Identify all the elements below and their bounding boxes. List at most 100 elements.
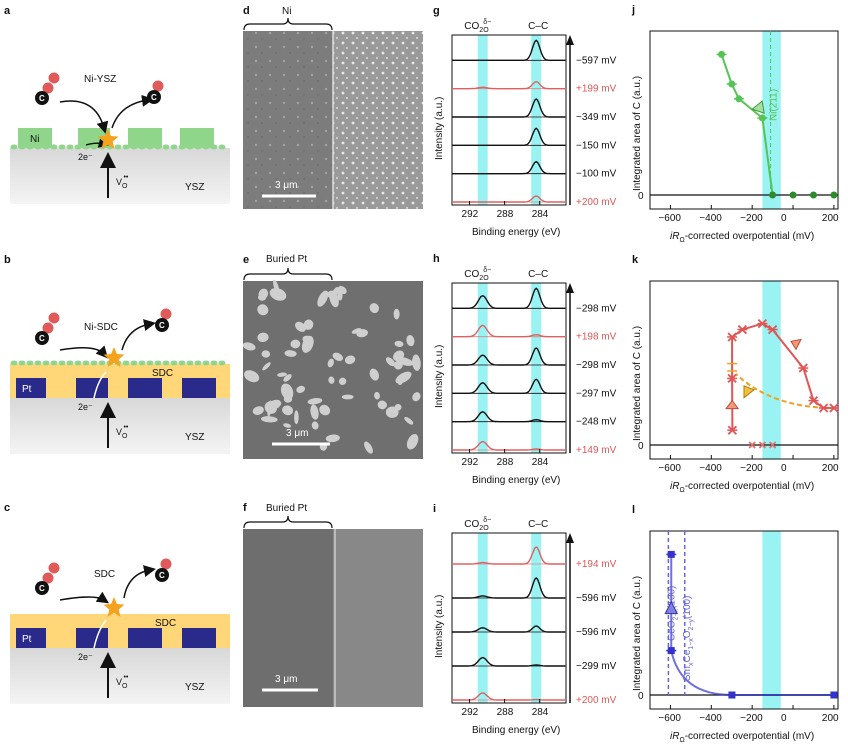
- x-tick-label: 288: [497, 707, 514, 718]
- data-point: [718, 50, 726, 58]
- ni-grain: [98, 360, 106, 366]
- co2-band: [477, 533, 488, 703]
- panel-l-label: l: [632, 504, 635, 516]
- pt-particle: [412, 354, 421, 371]
- pt-particle: [341, 394, 354, 400]
- ni-grain: [138, 360, 146, 366]
- carbon-symbol: C: [151, 93, 157, 102]
- electrons-label: 2e⁻: [78, 402, 93, 412]
- pt-particle: [328, 376, 335, 384]
- ni-grain: [218, 144, 226, 150]
- pt-particle: [301, 335, 314, 353]
- pt-particle: [258, 294, 267, 301]
- time-arrowhead: [566, 533, 574, 543]
- cc-band: [531, 283, 542, 453]
- ni-grain: [66, 144, 74, 150]
- panel-g-label: g: [433, 5, 440, 17]
- co2-peak-label: CO2δ− O: [464, 19, 491, 34]
- x-tick-label: 288: [497, 457, 514, 468]
- time-arrowhead: [566, 35, 574, 45]
- panel-a-label: a: [4, 5, 11, 17]
- pt-particle: [264, 401, 277, 414]
- ni-grain: [162, 144, 170, 150]
- ni-grain: [194, 144, 202, 150]
- data-point: [769, 191, 777, 199]
- xps-trace: [452, 160, 566, 175]
- pt-particle: [374, 391, 380, 400]
- pt-particle: [277, 372, 287, 377]
- ni-grain: [34, 360, 42, 366]
- pt-particle: [393, 308, 400, 320]
- data-point: [667, 647, 675, 655]
- xps-trace: [452, 656, 566, 667]
- x-tick-label: 284: [532, 707, 549, 718]
- ysz-label: YSZ: [185, 432, 204, 443]
- panel-f: f Buried Pt 3 μm: [243, 502, 423, 707]
- ni-grain: [18, 144, 26, 150]
- ni-grain: [10, 360, 18, 366]
- voltage-label: −349 mV: [576, 112, 617, 123]
- ni-label: Ni: [30, 134, 39, 145]
- carbon-atom: [35, 581, 49, 595]
- carbon-symbol: C: [39, 334, 45, 343]
- ceo2-annotation: CeO2−x(100): [667, 586, 680, 641]
- cyan-band: [762, 31, 781, 209]
- carbon-symbol: C: [159, 321, 165, 330]
- cyan-band: [762, 531, 781, 709]
- bracket: [243, 515, 333, 529]
- ni-grain: [26, 360, 34, 366]
- pt-particle: [295, 321, 306, 332]
- voltage-label: −100 mV: [576, 169, 617, 180]
- data-point: [819, 403, 829, 413]
- pt-particle: [280, 383, 294, 400]
- pt-particle: [327, 358, 334, 368]
- pt-particle: [242, 342, 256, 351]
- ni-grain: [130, 144, 138, 150]
- ni-grains: [10, 144, 226, 150]
- catalytic-site-star: [97, 129, 119, 149]
- pt-particle: [369, 303, 379, 314]
- data-point: [757, 319, 768, 329]
- pt-particle: [303, 319, 314, 330]
- vacancy-label: VO••: [116, 174, 129, 190]
- x-tick-label: 0: [781, 213, 787, 224]
- x-tick-label: 0: [781, 463, 787, 474]
- data-point: [767, 324, 778, 335]
- ni-grain: [50, 144, 58, 150]
- direction-arrow: [743, 385, 755, 399]
- pt-particle: [406, 433, 419, 450]
- pt-particle: [311, 421, 319, 430]
- ni-grain: [170, 144, 178, 150]
- ni-grain: [82, 144, 90, 150]
- pt-particle: [283, 374, 292, 382]
- ni-grain: [178, 144, 186, 150]
- pt-particle: [296, 385, 306, 393]
- ni-grain: [202, 360, 210, 366]
- desorb-arrow: [123, 565, 156, 599]
- pt-particle: [412, 392, 421, 402]
- data-point: [768, 441, 777, 449]
- oxygen-atom: [47, 561, 61, 575]
- voltage-label: −297 mV: [576, 388, 617, 399]
- direction-arrow: [751, 100, 765, 114]
- x-tick-label: −600: [658, 463, 681, 474]
- pt-particle: [332, 287, 339, 297]
- x-tick-label: −400: [699, 213, 722, 224]
- panel-a-title: Ni-YSZ: [84, 74, 116, 85]
- desorb-arrow: [121, 319, 156, 351]
- pt-particle: [307, 397, 323, 405]
- carbon-atom: [35, 331, 49, 345]
- vacancy-label: VO••: [116, 424, 129, 440]
- ni-grain: [34, 144, 42, 150]
- pt-particle: [284, 350, 297, 357]
- co2-peak-label: CO2δ− O: [464, 517, 491, 532]
- ni-grain: [186, 144, 194, 150]
- carbon-symbol: C: [159, 571, 165, 580]
- xps-trace: [452, 287, 566, 309]
- pt-particle: [290, 339, 301, 349]
- y-zero-label: 0: [638, 441, 644, 452]
- xps-panel-g: g CO2δ− O C–C −597 mV +199 mV −349 mV −150 mV −1…: [433, 5, 617, 238]
- oxygen-atom: [41, 321, 55, 335]
- scatter-panel-k: k 0 −600 −400 −200 0 200 iRΩ-corrected overpote…: [632, 254, 839, 494]
- x-tick-label: −200: [740, 463, 763, 474]
